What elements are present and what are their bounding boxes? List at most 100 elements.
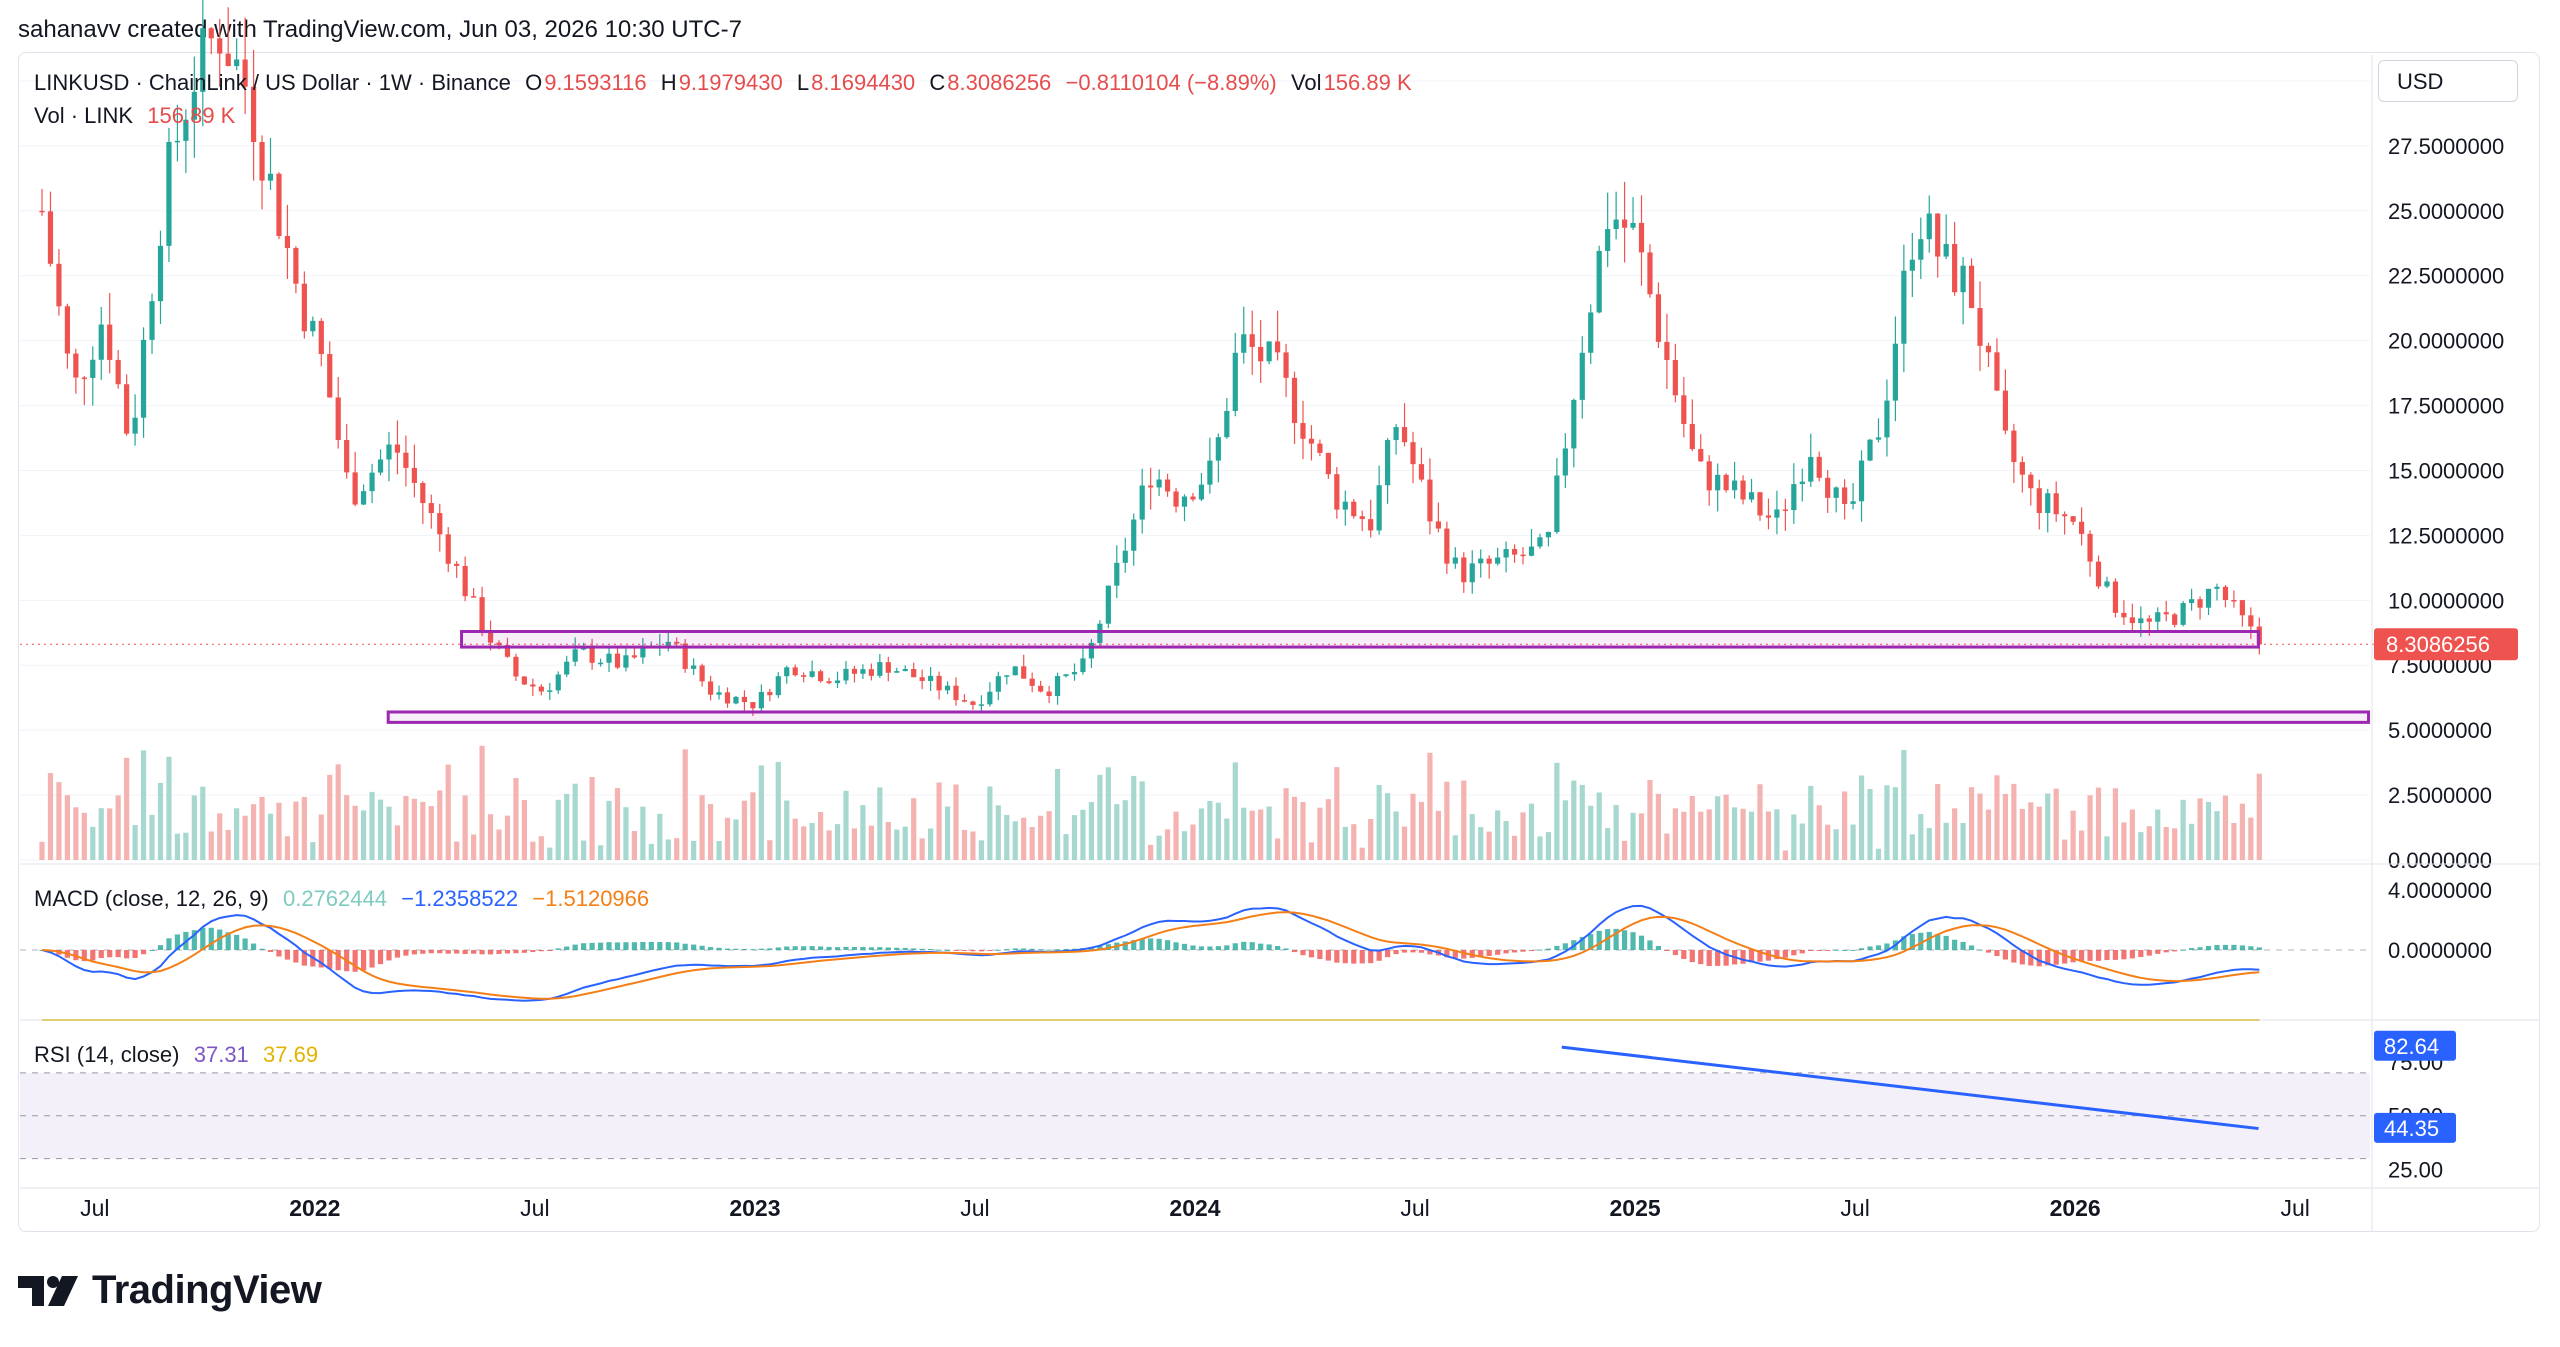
volume-bar [1537,836,1543,860]
macd-histogram-bar [1664,950,1670,951]
macd-histogram-bar [2180,949,2186,951]
candle-body [1401,427,1408,443]
price-tick-label: 20.0000000 [2388,329,2504,354]
macd-histogram-bar [394,950,401,958]
macd-pane: 4.0000000 0.0000000 [20,878,2492,1002]
macd-histogram-bar [1317,950,1323,959]
macd-histogram-bar [530,950,536,953]
rsi-ma-value: 37.69 [263,1042,319,1067]
price-tick-label: 22.5000000 [2388,264,2504,289]
candle-body [538,686,544,692]
vol-value: 156.89 K [1323,70,1412,95]
volume-bar [318,814,324,860]
candle-body [1774,509,1780,518]
macd-histogram-bar [81,950,87,962]
candle-body [149,301,155,340]
volume-bar [335,764,341,860]
candle-body [1672,360,1678,396]
candle-body [1520,554,1526,557]
volume-bar [276,802,282,860]
volume-bar [174,833,181,860]
volume-bar [623,807,629,860]
candle-body [1004,675,1010,677]
macd-histogram-bar [2087,950,2093,961]
macd-histogram-bar [335,950,341,971]
volume-bar [716,841,722,860]
candle-body [132,417,138,434]
candle-body [2172,614,2178,625]
macd-histogram-bar [521,950,527,953]
candle-body [1021,666,1027,679]
macd-histogram-bar [1444,950,1450,958]
candle-body [1528,546,1535,556]
candle-body [1224,410,1230,438]
candle-body [699,665,705,682]
candle-body [631,655,638,658]
macd-histogram-bar [1808,950,1814,951]
candle-body [437,513,443,535]
candle-body [860,669,866,674]
candle-body [200,28,206,92]
currency-button[interactable]: USD [2378,60,2518,102]
volume-bar [1528,803,1535,860]
candle-body [1190,496,1196,500]
candle-body [487,632,494,643]
volume-bar [1385,793,1391,860]
candle-body [1748,492,1755,500]
macd-histogram-bar [1029,948,1035,950]
volume-bar [1664,833,1670,860]
candle-body [471,596,477,598]
macd-histogram-bar [284,950,291,960]
macd-histogram-bar [555,948,561,950]
volume-bar [843,790,849,860]
candle-body [1537,537,1543,547]
macd-histogram-bar [2155,950,2161,954]
macd-histogram-bar [1359,950,1365,964]
candle-body [479,597,485,633]
candle-body [428,503,434,514]
volume-bar [2002,793,2009,860]
macd-histogram-bar [1520,950,1526,952]
volume-bar [699,795,705,860]
volume-bar [1647,779,1653,860]
volume-bar [1452,835,1458,860]
candle-body [1164,479,1171,492]
macd-histogram-bar [2146,950,2152,956]
macd-histogram-bar [2248,946,2254,950]
macd-histogram-bar [1131,940,1137,950]
candle-body [1258,346,1264,362]
symbol-name[interactable]: LINKUSD · ChainLink / US Dollar · 1W · B… [34,70,511,95]
macd-histogram-bar [487,950,494,955]
candle-body [775,676,781,696]
candle-body [1418,464,1425,480]
macd-histogram-bar [1351,950,1357,964]
volume-bar [2104,836,2110,860]
volume-bar [428,806,434,860]
candle-body [1139,485,1145,520]
volume-bar [225,829,231,860]
candle-body [1241,334,1247,353]
volume-bar [724,817,731,860]
tradingview-logo[interactable]: TradingView [18,1268,322,1313]
rsi-label[interactable]: RSI (14, close) [34,1042,180,1067]
candle-body [1638,222,1645,253]
macd-legend: MACD (close, 12, 26, 9) 0.2762444 −1.235… [34,886,651,912]
candle-body [1038,685,1044,692]
macd-label[interactable]: MACD (close, 12, 26, 9) [34,886,269,911]
volume-bar [360,810,367,860]
time-tick-label: 2023 [729,1195,780,1221]
volume-bar [1774,809,1780,860]
macd-histogram-bar [614,942,621,950]
candle-body [335,397,341,441]
candle-body [1943,244,1949,257]
macd-histogram-bar [1478,950,1484,957]
volume-bar [411,798,417,860]
volume-bar [259,796,265,860]
macd-histogram-bar [699,945,705,950]
candle-body [978,704,984,706]
candle-body [1985,345,1992,353]
candle-body [2104,581,2110,587]
volume-label[interactable]: Vol · LINK [34,103,134,128]
macd-histogram-bar [1393,950,1399,955]
